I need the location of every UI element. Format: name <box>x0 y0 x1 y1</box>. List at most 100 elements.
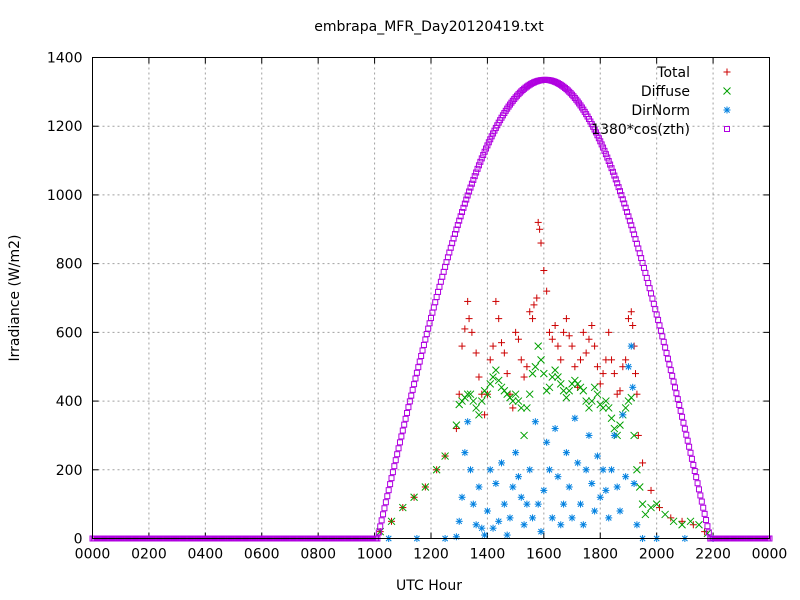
data-point <box>475 373 483 381</box>
data-point <box>700 504 707 511</box>
data-point <box>514 397 523 405</box>
data-point <box>530 301 538 309</box>
data-point <box>639 459 647 467</box>
data-point <box>475 162 482 169</box>
data-point <box>385 487 392 494</box>
data-point <box>408 392 415 399</box>
data-point <box>540 267 548 275</box>
x-tick-label: 0000 <box>752 547 788 563</box>
data-point <box>405 404 412 411</box>
data-point <box>484 142 491 149</box>
legend-marker <box>723 106 731 114</box>
data-point <box>412 375 419 382</box>
data-point <box>599 370 607 378</box>
data-point <box>537 528 545 536</box>
data-point <box>396 439 403 446</box>
data-point <box>659 333 666 340</box>
data-point <box>677 407 684 414</box>
data-point <box>647 486 655 494</box>
data-point <box>662 344 669 351</box>
data-point <box>413 369 420 376</box>
data-point <box>588 480 596 488</box>
data-point <box>632 370 640 378</box>
data-point <box>406 398 413 405</box>
data-point <box>459 209 466 216</box>
data-point <box>630 431 638 440</box>
data-point <box>571 414 579 422</box>
data-point <box>607 414 616 423</box>
y-tick-label: 1200 <box>47 119 83 135</box>
data-point <box>587 397 596 405</box>
data-point <box>483 507 491 515</box>
data-point <box>498 339 506 347</box>
data-point <box>636 250 643 257</box>
data-point <box>528 369 537 378</box>
data-point <box>531 418 539 426</box>
data-point <box>551 366 559 375</box>
data-point <box>657 327 664 334</box>
legend-label: DirNorm <box>631 103 690 119</box>
x-tick-label: 2000 <box>639 547 675 563</box>
data-point <box>441 452 449 460</box>
data-point <box>622 356 630 364</box>
data-point <box>545 466 553 474</box>
data-point <box>593 363 601 371</box>
plot-border <box>92 57 770 539</box>
data-point <box>599 404 607 412</box>
data-point <box>622 204 629 211</box>
y-tick-label: 800 <box>56 257 83 273</box>
data-point <box>398 433 405 440</box>
data-point <box>640 264 647 271</box>
data-point <box>461 449 469 457</box>
data-point <box>627 308 635 316</box>
data-point <box>452 425 460 433</box>
data-point <box>691 468 698 475</box>
data-point <box>523 500 531 508</box>
x-tick-label: 1800 <box>582 547 618 563</box>
data-point <box>509 404 517 412</box>
data-point <box>600 144 607 151</box>
data-point <box>381 505 388 512</box>
x-tick-label: 0800 <box>300 547 336 563</box>
data-point <box>500 500 508 508</box>
data-point <box>630 480 638 488</box>
legend-marker <box>724 126 730 132</box>
data-point <box>678 520 686 529</box>
data-point <box>579 521 587 529</box>
data-point <box>421 483 430 491</box>
data-point <box>598 141 605 148</box>
data-point <box>669 372 676 379</box>
data-point <box>673 390 680 397</box>
data-point <box>545 328 553 336</box>
data-point <box>664 355 671 362</box>
data-point <box>562 449 570 457</box>
data-point <box>683 431 690 438</box>
data-point <box>422 336 429 343</box>
data-point <box>608 356 616 364</box>
data-point <box>681 425 688 432</box>
data-point <box>565 332 573 340</box>
data-point <box>392 457 399 464</box>
data-point <box>638 500 647 508</box>
data-point <box>464 418 472 426</box>
data-point <box>404 409 411 416</box>
data-point <box>666 361 673 368</box>
data-point <box>652 500 661 508</box>
data-point <box>477 158 484 165</box>
data-point <box>609 168 616 175</box>
data-point <box>495 315 503 323</box>
data-point <box>626 217 633 224</box>
data-point <box>514 473 522 481</box>
data-point <box>543 438 551 446</box>
chart-title: embrapa_MFR_Day20120419.txt <box>314 19 544 35</box>
data-point <box>410 493 418 502</box>
data-point <box>534 500 542 508</box>
data-point <box>629 321 637 329</box>
data-point <box>378 517 385 524</box>
data-point <box>489 373 497 381</box>
data-point <box>399 427 406 434</box>
data-point <box>621 200 628 207</box>
data-point <box>610 431 618 439</box>
data-point <box>602 151 609 158</box>
